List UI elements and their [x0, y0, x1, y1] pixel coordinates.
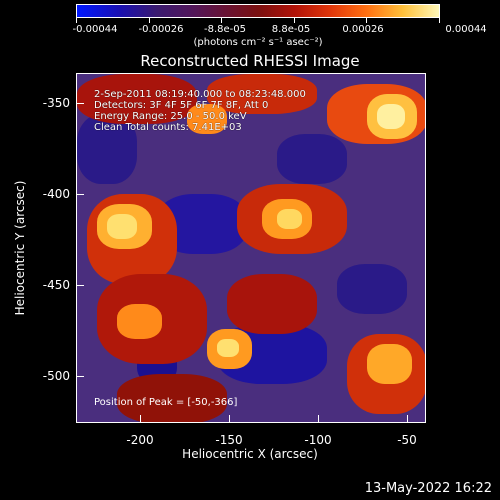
x-tick [140, 415, 141, 423]
image-region [107, 214, 137, 239]
y-tick-label: -350 [42, 96, 70, 110]
image-region [77, 74, 197, 124]
colorbar-tick [439, 18, 440, 23]
x-tick-label: -100 [304, 433, 332, 447]
y-tick-label: -450 [42, 278, 70, 292]
colorbar-label: 8.8e-05 [271, 24, 311, 35]
image-region [217, 339, 239, 357]
y-tick-label: -400 [42, 187, 70, 201]
colorbar-label: -0.00026 [138, 24, 184, 35]
info-total-counts: Clean Total counts: 7.41E+03 [94, 122, 242, 133]
info-time-range: 2-Sep-2011 08:19:40.000 to 08:23:48.000 [94, 89, 306, 100]
colorbar-tick [366, 18, 367, 23]
colorbar-tick [76, 18, 77, 23]
x-tick-label: -200 [126, 433, 154, 447]
image-region [227, 274, 317, 334]
colorbar-label: 0.00026 [342, 24, 384, 35]
x-tick [407, 415, 408, 423]
image-region [377, 104, 405, 129]
image-region [277, 134, 347, 184]
peak-position: Position of Peak = [-50,-366] [94, 397, 238, 408]
image-region [117, 374, 227, 422]
colorbar-units: (photons cm⁻² s⁻¹ asec⁻²) [193, 37, 323, 48]
plot-title: Reconstructed RHESSI Image [140, 52, 360, 70]
colorbar-tick [294, 18, 295, 23]
x-tick [229, 415, 230, 423]
image-region [277, 209, 302, 229]
x-tick [318, 415, 319, 423]
x-tick-label: -50 [397, 433, 417, 447]
y-tick [76, 285, 84, 286]
image-region [337, 264, 407, 314]
colorbar-tick [221, 18, 222, 23]
rhessi-image [76, 73, 426, 423]
image-region [77, 114, 137, 184]
colorbar-label: -0.00044 [72, 24, 118, 35]
image-region [117, 304, 162, 339]
y-axis-title: Heliocentric Y (arcsec) [13, 180, 27, 316]
x-tick-label: -150 [215, 433, 243, 447]
y-tick-label: -500 [42, 369, 70, 383]
colorbar-label: -8.8e-05 [204, 24, 246, 35]
image-region [187, 104, 227, 134]
colorbar-label: 0.00044 [445, 24, 487, 35]
info-energy-range: Energy Range: 25.0 - 50.0 keV [94, 111, 247, 122]
image-region [367, 344, 412, 384]
colorbar [76, 4, 440, 18]
y-tick [76, 376, 84, 377]
y-tick [76, 194, 84, 195]
x-axis-title: Heliocentric X (arcsec) [182, 447, 318, 461]
y-tick [76, 103, 84, 104]
footer-date: 13-May-2022 16:22 [364, 481, 492, 496]
colorbar-tick [149, 18, 150, 23]
image-region [207, 74, 317, 114]
info-detectors: Detectors: 3F 4F 5F 6F 7F 8F, Att 0 [94, 100, 269, 111]
